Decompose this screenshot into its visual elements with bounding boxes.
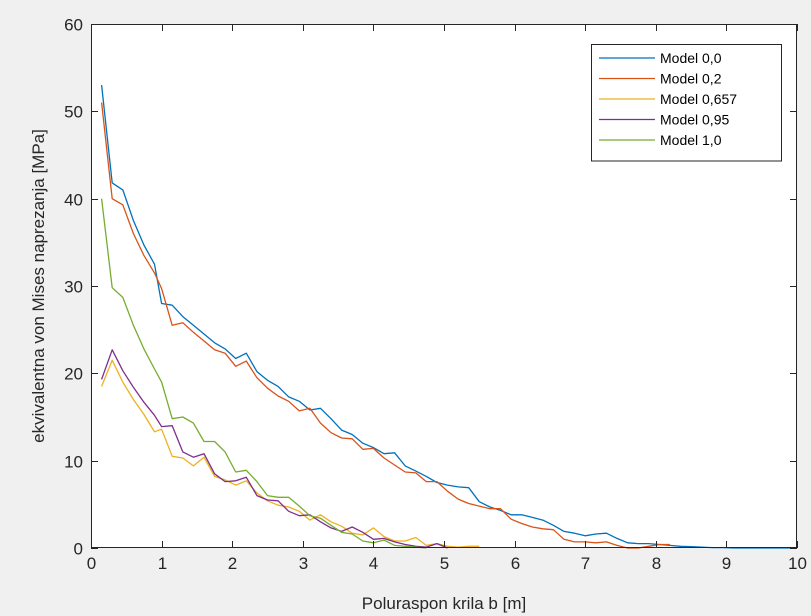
x-axis: 0 1 2 3 4 5 6 7 8 9 10 <box>87 24 807 573</box>
x-tick-label: 8 <box>652 554 661 573</box>
x-tick-label: 9 <box>722 554 731 573</box>
legend-label: Model 0,2 <box>660 71 722 87</box>
y-axis: 0 10 20 30 40 50 60 <box>64 16 797 559</box>
x-tick-label: 3 <box>299 554 308 573</box>
y-tick-label: 40 <box>64 191 83 210</box>
legend-box <box>591 44 782 162</box>
x-axis-label: Poluraspon krila b [m] <box>362 594 526 613</box>
x-tick-label: 1 <box>158 554 167 573</box>
y-tick-label: 0 <box>74 540 83 559</box>
series-line-model-0-657 <box>100 359 480 548</box>
x-tick-label: 10 <box>788 554 807 573</box>
x-tick-label: 2 <box>228 554 237 573</box>
legend-label: Model 0,0 <box>660 50 722 66</box>
series-layer <box>100 85 797 549</box>
y-tick-label: 10 <box>64 453 83 472</box>
series-line-model-0-95 <box>100 349 448 549</box>
series-line-model-1-0 <box>100 198 427 549</box>
legend-label: Model 1,0 <box>660 132 722 148</box>
x-tick-label: 4 <box>369 554 378 573</box>
y-tick-label: 60 <box>64 16 83 35</box>
legend-label: Model 0,657 <box>660 91 737 107</box>
x-tick-label: 0 <box>87 554 96 573</box>
y-tick-label: 20 <box>64 365 83 384</box>
series-line-model-0-2 <box>100 102 670 549</box>
y-tick-label: 30 <box>64 278 83 297</box>
legend: Model 0,0 Model 0,2 Model 0,657 Model 0,95 M… <box>591 44 782 162</box>
y-tick-label: 50 <box>64 103 83 122</box>
y-axis-label: ekvivalentna von Mises naprezanja [MPa] <box>29 129 48 443</box>
x-tick-label: 5 <box>440 554 449 573</box>
legend-label: Model 0,95 <box>660 112 729 128</box>
x-tick-label: 6 <box>511 554 520 573</box>
x-tick-label: 7 <box>581 554 590 573</box>
